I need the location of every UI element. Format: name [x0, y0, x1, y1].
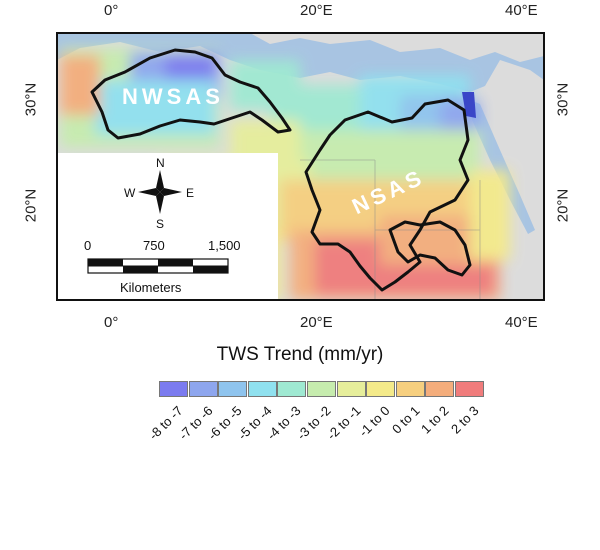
nsas-inner-outline — [388, 220, 472, 277]
lon-label-top-20e: 20°E — [300, 2, 333, 19]
scale-value-750: 750 — [143, 238, 165, 253]
legend-swatch-1 — [188, 381, 218, 397]
north-arrow-icon — [138, 170, 182, 214]
nwsas-label: NWSAS — [122, 84, 224, 109]
scale-bar — [87, 258, 229, 274]
nsas-aquifer-outline — [304, 98, 470, 292]
compass-w: W — [124, 186, 136, 200]
legend-swatch-7 — [366, 381, 396, 397]
nwsas-aquifer-outline — [90, 48, 292, 140]
legend-swatch-5 — [307, 381, 336, 397]
lon-label-top-40e: 40°E — [505, 2, 538, 19]
country-borders — [300, 159, 481, 300]
legend-swatch-9 — [425, 381, 455, 397]
lon-label-bottom-20e: 20°E — [300, 314, 333, 331]
legend-swatch-8 — [395, 381, 425, 397]
legend-swatch-4 — [277, 381, 307, 397]
compass-s: S — [156, 217, 164, 231]
legend-swatch-10 — [455, 381, 484, 397]
inset-box — [57, 153, 278, 300]
lon-label-bottom-40e: 40°E — [505, 314, 538, 331]
lon-label-top-0: 0° — [104, 2, 119, 19]
scale-value-1500: 1,500 — [208, 238, 241, 253]
scale-unit: Kilometers — [120, 280, 182, 295]
legend-swatch-2 — [218, 381, 248, 397]
map-frame — [56, 32, 545, 301]
lon-label-bottom-0: 0° — [104, 314, 119, 331]
europe-land — [250, 33, 544, 62]
legend-swatch-0 — [159, 381, 188, 397]
compass-n: N — [156, 156, 165, 170]
legend-title: TWS Trend (mm/yr) — [216, 344, 384, 365]
legend-swatch-6 — [336, 381, 366, 397]
tws-trend-map: NWSAS NSAS N S W E — [56, 32, 545, 301]
legend-swatch-3 — [247, 381, 277, 397]
compass-e: E — [186, 186, 194, 200]
scale-value-0: 0 — [84, 238, 92, 253]
red-sea — [470, 100, 535, 234]
